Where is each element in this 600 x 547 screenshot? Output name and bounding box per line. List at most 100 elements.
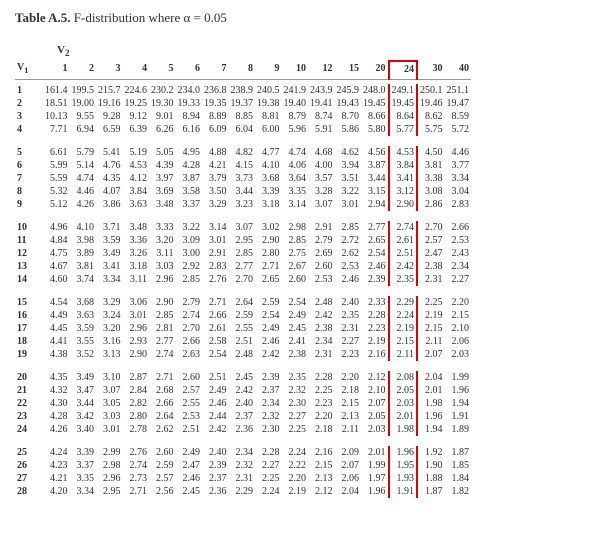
cell: 3.01 <box>202 234 229 247</box>
cell: 8.81 <box>255 110 282 123</box>
cell: 2.09 <box>335 446 362 459</box>
cell: 19.00 <box>70 97 97 110</box>
cell: 9.01 <box>149 110 176 123</box>
cell: 2.98 <box>96 459 123 472</box>
cell: 2.37 <box>255 384 282 397</box>
cell: 2.30 <box>282 397 309 410</box>
cell: 2.46 <box>202 397 229 410</box>
cell: 2.22 <box>282 459 309 472</box>
cell: 4.60 <box>43 273 70 286</box>
cell: 2.83 <box>445 198 472 211</box>
cell: 1.94 <box>445 397 472 410</box>
cell: 3.03 <box>96 410 123 423</box>
cell: 2.79 <box>308 234 335 247</box>
row-header: 3 <box>15 110 43 123</box>
cell: 5.91 <box>308 123 335 136</box>
cell: 5.75 <box>417 123 445 136</box>
cell: 1.89 <box>445 423 472 436</box>
cell: 2.95 <box>229 234 256 247</box>
cell: 2.23 <box>335 348 362 361</box>
table-row: 310.139.559.289.129.018.948.898.858.818.… <box>15 110 471 123</box>
cell: 2.41 <box>282 335 309 348</box>
cell: 2.59 <box>229 309 256 322</box>
cell: 4.26 <box>43 423 70 436</box>
cell: 2.34 <box>255 397 282 410</box>
cell: 8.74 <box>308 110 335 123</box>
cell: 19.25 <box>123 97 150 110</box>
cell: 2.49 <box>255 322 282 335</box>
cell: 19.37 <box>229 97 256 110</box>
cell: 2.32 <box>282 384 309 397</box>
cell: 2.27 <box>282 410 309 423</box>
table-row: 124.753.893.493.263.113.002.912.852.802.… <box>15 247 471 260</box>
row-header: 9 <box>15 198 43 211</box>
col-header: 20 <box>361 61 389 80</box>
cell: 2.69 <box>308 247 335 260</box>
cell: 1.96 <box>389 446 418 459</box>
cell: 5.86 <box>335 123 362 136</box>
table-row: 154.543.683.293.062.902.792.712.642.592.… <box>15 296 471 309</box>
cell: 4.24 <box>43 446 70 459</box>
cell: 1.87 <box>445 446 472 459</box>
cell: 3.28 <box>308 185 335 198</box>
cell: 4.30 <box>43 397 70 410</box>
cell: 2.86 <box>417 198 445 211</box>
cell: 3.29 <box>202 198 229 211</box>
cell: 3.14 <box>282 198 309 211</box>
cell: 4.23 <box>43 459 70 472</box>
cell: 8.66 <box>361 110 389 123</box>
cell: 2.28 <box>361 309 389 322</box>
cell: 2.16 <box>308 446 335 459</box>
cell: 2.98 <box>282 221 309 234</box>
table-row: 274.213.352.962.732.572.462.372.312.252.… <box>15 472 471 485</box>
cell: 1.93 <box>389 472 418 485</box>
cell: 2.13 <box>335 410 362 423</box>
cell: 2.05 <box>389 384 418 397</box>
cell: 2.01 <box>361 446 389 459</box>
cell: 2.37 <box>202 472 229 485</box>
cell: 2.38 <box>417 260 445 273</box>
cell: 2.45 <box>176 485 203 498</box>
cell: 2.85 <box>229 247 256 260</box>
cell: 2.42 <box>229 384 256 397</box>
column-header-row: V112345678910121520243040 <box>15 61 471 80</box>
cell: 2.45 <box>229 371 256 384</box>
cell: 2.15 <box>445 309 472 322</box>
cell: 2.31 <box>229 472 256 485</box>
cell: 3.44 <box>70 397 97 410</box>
cell: 2.40 <box>202 446 229 459</box>
cell: 19.45 <box>361 97 389 110</box>
row-header: 14 <box>15 273 43 286</box>
cell: 2.43 <box>445 247 472 260</box>
cell: 4.76 <box>96 159 123 172</box>
cell: 1.97 <box>361 472 389 485</box>
cell: 4.62 <box>335 146 362 159</box>
cell: 4.15 <box>229 159 256 172</box>
cell: 3.11 <box>123 273 150 286</box>
cell: 9.12 <box>123 110 150 123</box>
cell: 6.39 <box>123 123 150 136</box>
cell: 2.51 <box>202 371 229 384</box>
cell: 2.64 <box>229 296 256 309</box>
cell: 3.81 <box>70 260 97 273</box>
cell: 4.39 <box>149 159 176 172</box>
cell: 1.92 <box>417 446 445 459</box>
cell: 19.30 <box>149 97 176 110</box>
table-row: 114.843.983.593.363.203.093.012.952.902.… <box>15 234 471 247</box>
cell: 2.54 <box>282 296 309 309</box>
cell: 2.57 <box>417 234 445 247</box>
row-header: 26 <box>15 459 43 472</box>
cell: 2.31 <box>335 322 362 335</box>
cell: 2.66 <box>445 221 472 234</box>
col-header: 7 <box>202 61 229 80</box>
cell: 4.50 <box>417 146 445 159</box>
cell: 4.96 <box>43 221 70 234</box>
cell: 2.20 <box>445 296 472 309</box>
cell: 2.49 <box>202 384 229 397</box>
cell: 3.20 <box>96 322 123 335</box>
cell: 3.94 <box>335 159 362 172</box>
cell: 2.72 <box>335 234 362 247</box>
col-header: 10 <box>282 61 309 80</box>
cell: 2.85 <box>176 273 203 286</box>
cell: 2.34 <box>308 335 335 348</box>
